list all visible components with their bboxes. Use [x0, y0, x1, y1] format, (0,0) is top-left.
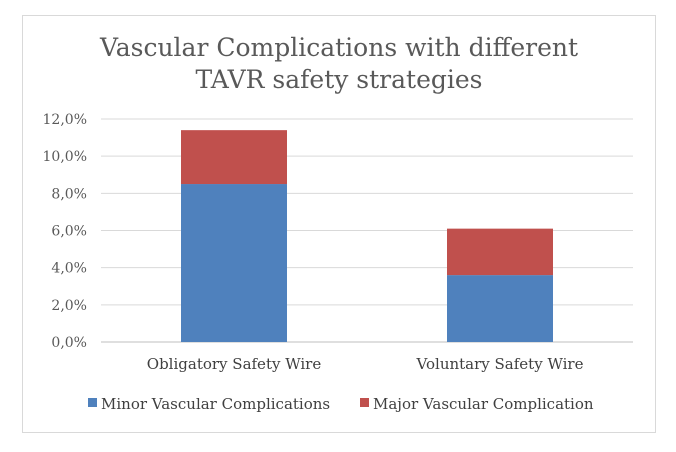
- chart-title-line-2: TAVR safety strategies: [195, 65, 482, 94]
- legend: Minor Vascular Complications Major Vascul…: [88, 395, 594, 413]
- y-tick-label: 10,0%: [43, 149, 87, 165]
- chart-title-line-1: Vascular Complications with different: [99, 33, 578, 62]
- bar-minor-1: [447, 275, 553, 342]
- legend-swatch: [360, 398, 369, 407]
- y-tick-label: 0,0%: [51, 335, 87, 351]
- bar-major-0: [181, 130, 287, 185]
- gridlines: [101, 118, 633, 343]
- x-category-label: Obligatory Safety Wire: [147, 355, 322, 373]
- x-category-label: Voluntary Safety Wire: [416, 355, 584, 373]
- legend-label: Major Vascular Complication: [373, 395, 594, 413]
- category-axis: Obligatory Safety Wire Voluntary Safety W…: [147, 355, 584, 373]
- y-tick-label: 4,0%: [51, 261, 87, 277]
- bar-minor-0: [181, 184, 287, 342]
- legend-swatch: [88, 398, 97, 407]
- y-tick-label: 6,0%: [51, 224, 87, 240]
- y-tick-label: 8,0%: [51, 186, 87, 202]
- bar-major-1: [447, 228, 553, 276]
- bars: [181, 130, 553, 342]
- chart-frame: [22, 15, 656, 433]
- y-axis-ticks: 0,0% 2,0% 4,0% 6,0% 8,0% 10,0% 12,0%: [43, 112, 87, 351]
- y-tick-label: 12,0%: [43, 112, 87, 128]
- legend-label: Minor Vascular Complications: [101, 395, 330, 413]
- y-tick-label: 2,0%: [51, 298, 87, 314]
